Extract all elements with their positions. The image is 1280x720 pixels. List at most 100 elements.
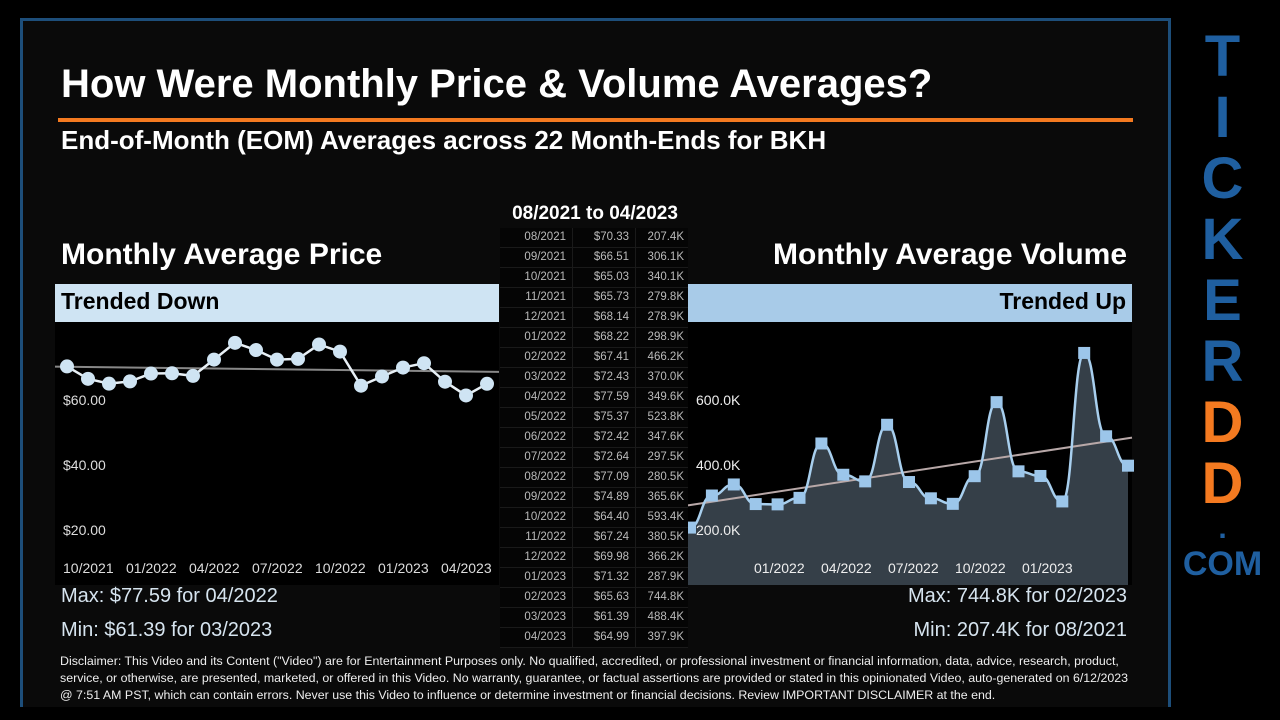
cell-volume: 365.6K [647, 491, 684, 503]
cell-month: 10/2021 [500, 268, 573, 287]
logo-letter: D [1201, 451, 1244, 516]
table-row: 08/2022 $77.09 280.5K [500, 468, 688, 488]
table-row: 09/2021 $66.51 306.1K [500, 248, 688, 268]
cell-volume: 340.1K [647, 271, 684, 283]
volume-trend-line [687, 436, 1133, 507]
table-row: 11/2022 $67.24 380.5K [500, 528, 688, 548]
volume-x-tick: 04/2022 [821, 560, 872, 576]
price-point [396, 360, 410, 375]
price-x-tick: 01/2023 [378, 560, 429, 576]
disclaimer: Disclaimer: This Video and its Content (… [60, 654, 1129, 702]
cell-month: 12/2022 [500, 548, 573, 567]
cell-price: $70.33 [573, 228, 636, 247]
price-trend-line [54, 365, 500, 373]
price-point [312, 337, 326, 352]
price-point [438, 374, 452, 389]
price-y-tick: $20.00 [63, 522, 106, 538]
price-point [291, 351, 305, 366]
cell-month: 02/2022 [500, 348, 573, 367]
logo-letter: R [1201, 329, 1244, 394]
price-x-tick: 07/2022 [252, 560, 303, 576]
cell-price: $69.98 [573, 548, 636, 567]
accent-divider [58, 118, 1133, 122]
volume-point [705, 489, 718, 502]
cell-month: 01/2023 [500, 568, 573, 587]
volume-point [793, 491, 806, 504]
cell-price: $68.14 [573, 308, 636, 327]
cell-price: $67.41 [573, 348, 636, 367]
cell-volume: 297.5K [647, 451, 684, 463]
price-x-tick: 04/2022 [189, 560, 240, 576]
cell-month: 04/2022 [500, 388, 573, 407]
logo-letter: I [1214, 85, 1231, 150]
cell-volume: 397.9K [647, 631, 684, 643]
price-point [249, 343, 263, 358]
price-point [207, 352, 221, 367]
cell-month: 11/2021 [500, 288, 573, 307]
volume-trend-banner: Trended Up [688, 284, 1132, 322]
price-trend-banner: Trended Down [55, 284, 499, 322]
table-row: 03/2022 $72.43 370.0K [500, 368, 688, 388]
volume-max: Max: 744.8K for 02/2023 [907, 585, 1127, 607]
price-point [186, 368, 200, 383]
volume-point [1100, 430, 1113, 443]
cell-price: $72.42 [573, 428, 636, 447]
volume-point [968, 470, 981, 483]
cell-month: 02/2023 [500, 588, 573, 607]
table-row: 04/2023 $64.99 397.9K [500, 628, 688, 648]
volume-point [1078, 346, 1091, 359]
table-row: 10/2021 $65.03 340.1K [500, 268, 688, 288]
cell-month: 07/2022 [500, 448, 573, 467]
volume-point [1034, 469, 1047, 482]
cell-price: $66.51 [573, 248, 636, 267]
price-min: Min: $61.39 for 03/2023 [61, 619, 273, 641]
volume-point [1056, 495, 1069, 508]
table-row: 01/2023 $71.32 287.9K [500, 568, 688, 588]
cell-volume: 279.8K [647, 291, 684, 303]
price-point [459, 388, 473, 403]
logo-letter: C [1201, 146, 1244, 211]
cell-volume: 349.6K [647, 391, 684, 403]
cell-month: 04/2023 [500, 628, 573, 647]
page-subtitle: End-of-Month (EOM) Averages across 22 Mo… [61, 125, 827, 155]
volume-min: Min: 207.4K for 08/2021 [913, 619, 1127, 641]
cell-volume: 466.2K [647, 351, 684, 363]
table-row: 08/2021 $70.33 207.4K [500, 228, 688, 248]
cell-price: $77.59 [573, 388, 636, 407]
volume-line [689, 351, 1129, 529]
cell-volume: 298.9K [647, 331, 684, 343]
logo-letter: K [1201, 207, 1244, 272]
cell-month: 11/2022 [500, 528, 573, 547]
price-point [60, 359, 74, 374]
volume-y-tick: 400.0K [696, 457, 741, 473]
cell-price: $61.39 [573, 608, 636, 627]
cell-volume: 523.8K [647, 411, 684, 423]
table-row: 05/2022 $75.37 523.8K [500, 408, 688, 428]
cell-volume: 306.1K [647, 251, 684, 263]
logo-letter: E [1203, 268, 1242, 333]
volume-x-tick: 07/2022 [888, 560, 939, 576]
cell-price: $72.43 [573, 368, 636, 387]
price-point [480, 376, 494, 391]
table-row: 01/2022 $68.22 298.9K [500, 328, 688, 348]
price-title: Monthly Average Price [61, 238, 383, 271]
date-range-label: 08/2021 to 04/2023 [512, 203, 678, 224]
volume-y-tick: 600.0K [696, 392, 741, 408]
cell-price: $64.99 [573, 628, 636, 647]
volume-point [771, 498, 784, 511]
cell-volume: 278.9K [647, 311, 684, 323]
volume-x-tick: 01/2023 [1022, 560, 1073, 576]
cell-month: 09/2021 [500, 248, 573, 267]
cell-price: $67.24 [573, 528, 636, 547]
volume-point [859, 475, 872, 488]
volume-point [903, 476, 915, 489]
price-point [270, 352, 284, 367]
table-row: 12/2022 $69.98 366.2K [500, 548, 688, 568]
price-x-tick: 10/2021 [63, 560, 114, 576]
price-point [375, 369, 389, 384]
cell-month: 12/2021 [500, 308, 573, 327]
cell-month: 03/2022 [500, 368, 573, 387]
table-row: 07/2022 $72.64 297.5K [500, 448, 688, 468]
cell-month: 05/2022 [500, 408, 573, 427]
cell-month: 06/2022 [500, 428, 573, 447]
